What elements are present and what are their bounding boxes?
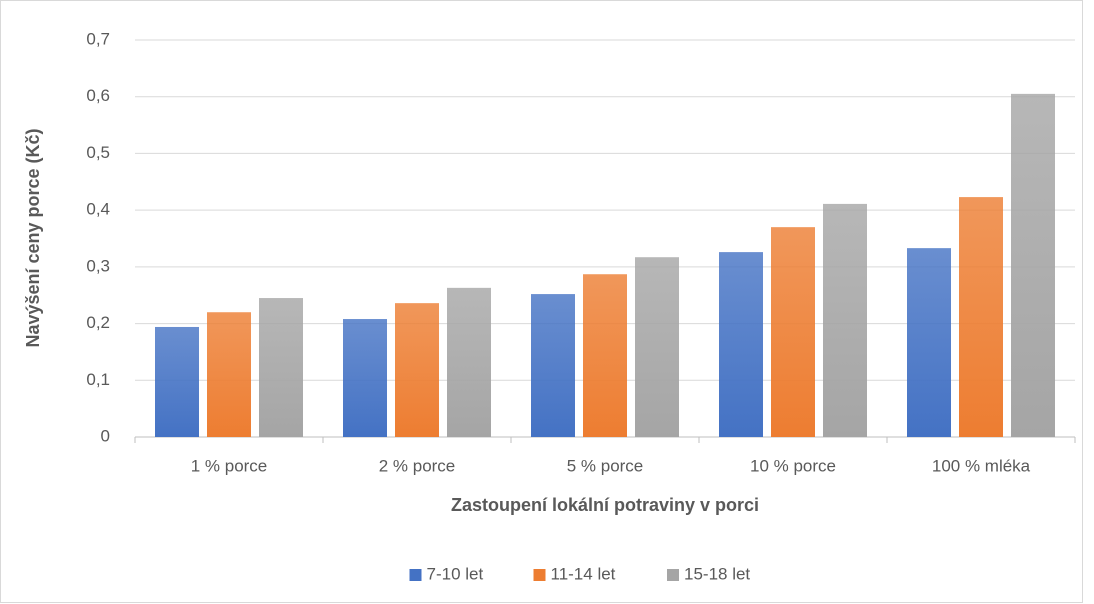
bar bbox=[583, 274, 627, 437]
bar bbox=[447, 287, 491, 437]
bar bbox=[1011, 93, 1055, 437]
y-axis-title: Navýšení ceny porce (Kč) bbox=[23, 128, 43, 347]
bar bbox=[395, 303, 439, 437]
x-axis-title: Zastoupení lokální potraviny v porci bbox=[451, 495, 759, 515]
y-tick-label: 0 bbox=[101, 426, 110, 445]
x-tick-label: 10 % porce bbox=[750, 456, 836, 475]
bar bbox=[259, 298, 303, 437]
x-tick-label: 5 % porce bbox=[567, 456, 644, 475]
y-tick-label: 0,1 bbox=[86, 370, 110, 389]
bar bbox=[719, 252, 763, 437]
y-tick-label: 0,6 bbox=[86, 86, 110, 105]
x-tick-label: 100 % mléka bbox=[932, 456, 1031, 475]
x-tick-label: 2 % porce bbox=[379, 456, 456, 475]
bar bbox=[155, 326, 199, 437]
bar bbox=[823, 203, 867, 437]
legend-swatch bbox=[409, 569, 422, 581]
bar bbox=[907, 248, 951, 437]
bar bbox=[635, 257, 679, 437]
bar bbox=[959, 197, 1003, 437]
y-tick-label: 0,3 bbox=[86, 256, 110, 275]
legend-label: 11-14 let bbox=[551, 564, 616, 583]
legend-swatch bbox=[533, 569, 546, 581]
y-tick-label: 0,7 bbox=[86, 29, 110, 48]
bar bbox=[343, 319, 387, 437]
bar bbox=[531, 294, 575, 437]
bar bbox=[207, 312, 251, 437]
y-tick-label: 0,2 bbox=[86, 313, 110, 332]
y-tick-label: 0,4 bbox=[86, 200, 110, 219]
x-tick-label: 1 % porce bbox=[191, 456, 268, 475]
bar bbox=[771, 227, 815, 437]
legend-label: 7-10 let bbox=[427, 564, 484, 583]
legend-label: 15-18 let bbox=[684, 564, 750, 583]
y-tick-label: 0,5 bbox=[86, 143, 110, 162]
legend-swatch bbox=[667, 569, 679, 581]
